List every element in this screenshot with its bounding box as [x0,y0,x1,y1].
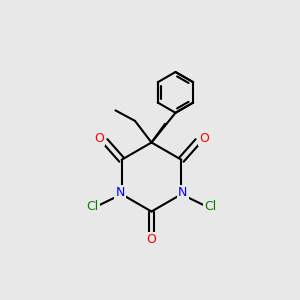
Text: O: O [199,132,209,145]
Text: Cl: Cl [204,200,217,213]
Text: Cl: Cl [86,200,99,213]
Text: N: N [178,186,188,199]
Text: N: N [116,186,125,199]
Text: O: O [94,132,104,145]
Text: O: O [147,233,156,246]
